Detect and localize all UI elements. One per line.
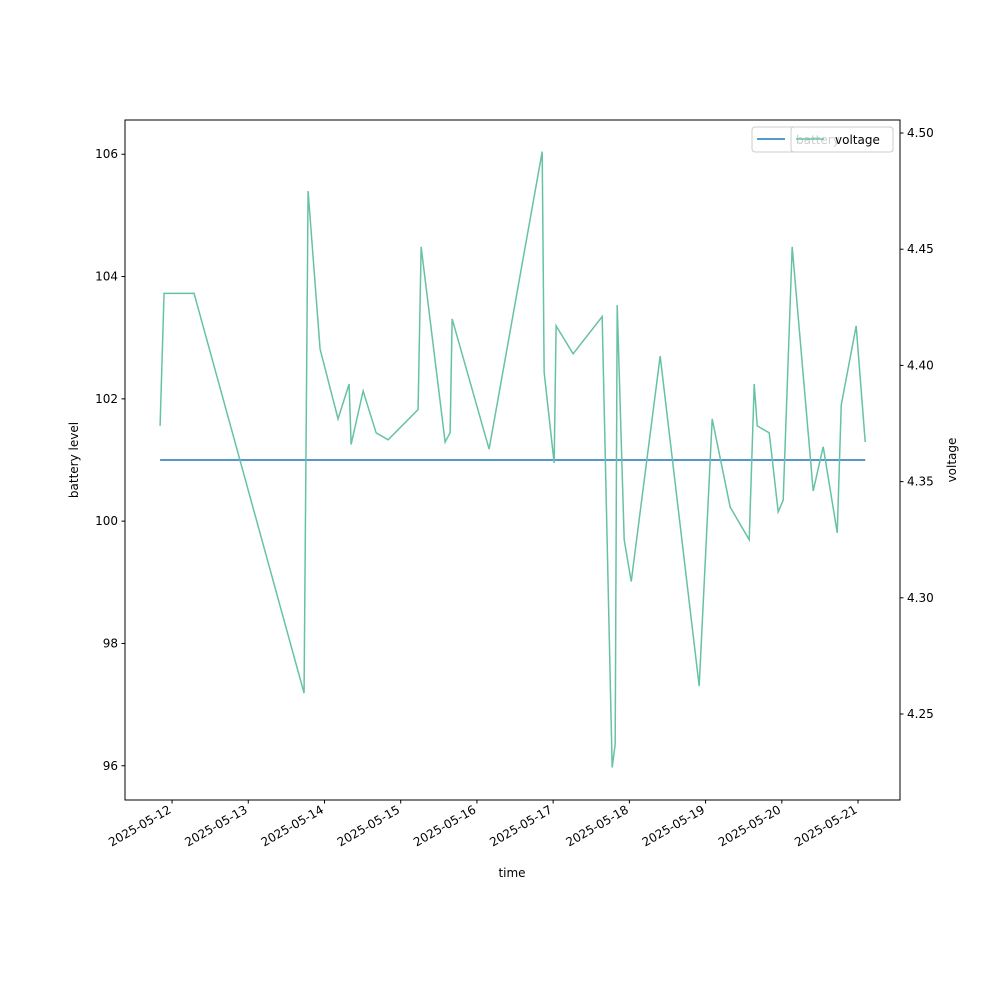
x-tick-label: 2025-05-17 xyxy=(487,802,554,849)
x-tick-label: 2025-05-19 xyxy=(640,802,707,849)
x-tick-label: 2025-05-14 xyxy=(259,802,326,849)
x-tick-label: 2025-05-20 xyxy=(716,802,783,849)
y2-tick-label: 4.25 xyxy=(907,707,934,721)
plot-frame xyxy=(124,119,901,801)
legend-label: voltage xyxy=(835,133,880,147)
y-tick-label: 98 xyxy=(103,636,118,650)
y2-tick-label: 4.35 xyxy=(907,475,934,489)
x-tick-label: 2025-05-15 xyxy=(335,802,402,849)
legend-box xyxy=(790,126,894,153)
y2-tick-label: 4.50 xyxy=(907,126,934,140)
y2-tick-label: 4.45 xyxy=(907,242,934,256)
x-tick-label: 2025-05-13 xyxy=(182,802,249,849)
y-tick-label: 106 xyxy=(95,147,118,161)
y-tick-label: 100 xyxy=(95,514,118,528)
y2-axis-label: voltage xyxy=(945,438,959,483)
line-voltage xyxy=(159,151,866,768)
x-axis-label: time xyxy=(498,866,525,880)
x-tick-label: 2025-05-18 xyxy=(563,802,630,849)
y-axis-label: battery level xyxy=(67,422,81,498)
y2-tick-label: 4.40 xyxy=(907,358,934,372)
y-tick-label: 102 xyxy=(95,392,118,406)
x-tick-label: 2025-05-16 xyxy=(411,802,478,849)
x-tick-label: 2025-05-21 xyxy=(792,802,859,849)
x-tick-label: 2025-05-12 xyxy=(106,802,173,849)
y-tick-label: 96 xyxy=(103,759,118,773)
y-tick-label: 104 xyxy=(95,270,118,284)
y2-tick-label: 4.30 xyxy=(907,591,934,605)
